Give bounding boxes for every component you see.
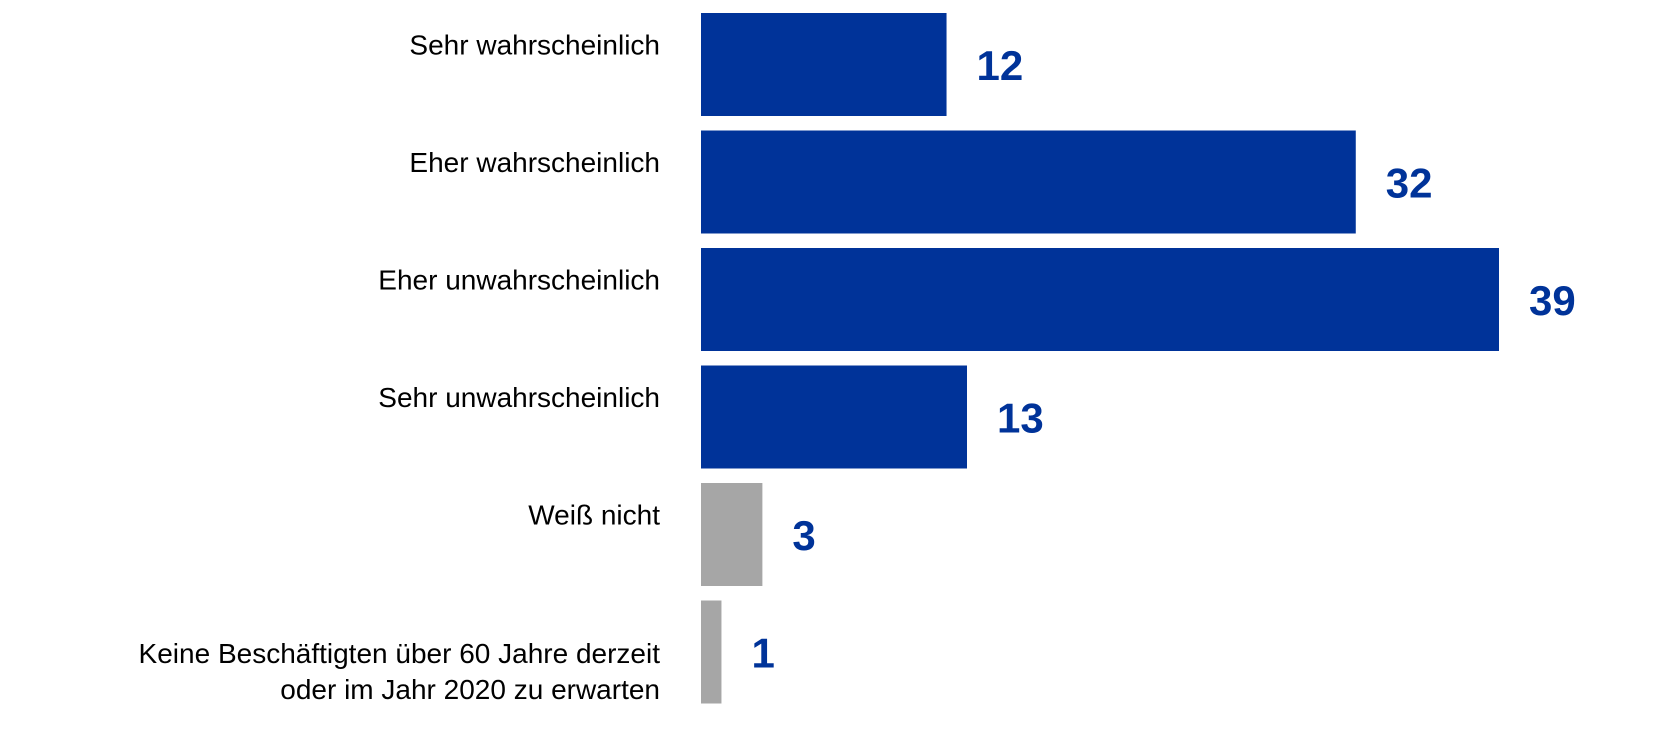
- value-label: 39: [1529, 277, 1576, 324]
- value-label: 32: [1386, 160, 1433, 207]
- category-label: Keine Beschäftigten über 60 Jahre derzei…: [139, 638, 661, 669]
- value-label: 13: [997, 395, 1044, 442]
- bar: [701, 600, 722, 704]
- category-label: Eher wahrscheinlich: [409, 147, 660, 178]
- category-label: Sehr wahrscheinlich: [409, 29, 660, 60]
- bar: [701, 13, 947, 116]
- category-label: Sehr unwahrscheinlich: [378, 382, 660, 413]
- bar: [701, 365, 967, 469]
- bar: [701, 248, 1499, 351]
- category-label: Weiß nicht: [528, 499, 660, 530]
- bar: [701, 130, 1356, 234]
- bar: [701, 483, 763, 586]
- value-label: 12: [977, 42, 1024, 89]
- value-label: 3: [792, 512, 815, 559]
- category-label: oder im Jahr 2020 zu erwarten: [280, 674, 660, 705]
- category-label: Eher unwahrscheinlich: [378, 264, 660, 295]
- value-label: 1: [751, 630, 774, 677]
